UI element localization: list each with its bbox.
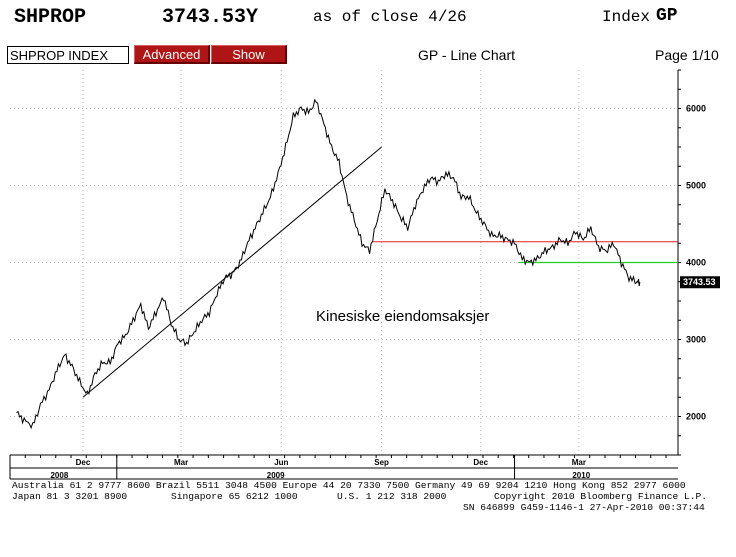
advanced-button[interactable]: Advanced [134, 45, 210, 64]
ticker-symbol: SHPROP [14, 6, 87, 29]
footer-serial: SN 646899 G459-1146-1 27-Apr-2010 00:37:… [463, 502, 705, 513]
page-indicator: Page 1/10 [655, 47, 719, 63]
footer-contact-us: U.S. 1 212 318 2000 [337, 491, 447, 502]
price-chart: 2000 3000 4000 5000 6000 Dec Mar Jun Sep Dec Mar 20… [9, 69, 720, 480]
last-value-label: 3743.53 [683, 277, 716, 287]
chart-lines [16, 98, 678, 430]
footer-contact-japan: Japan 81 3 3201 8900 [12, 491, 128, 502]
y-tick-label: 5000 [686, 181, 706, 191]
chart-type-title: GP - Line Chart [418, 47, 516, 63]
function-code: GP [656, 6, 678, 26]
as-of-date: as of close 4/26 [313, 8, 467, 26]
last-value-box [680, 276, 720, 289]
price-series-line [16, 98, 641, 430]
y-tick-label: 6000 [686, 104, 706, 114]
y-tick-label: 2000 [686, 412, 706, 422]
chart-annotation: Kinesiske eiendomsaksjer [316, 308, 489, 325]
footer-contacts-line1: Australia 61 2 9777 8600 Brazil 5511 304… [12, 480, 686, 491]
x-month-label: Sep [374, 458, 389, 467]
footer-copyright: Copyright 2010 Bloomberg Finance L.P. [494, 491, 708, 502]
x-month-label: Jun [274, 458, 288, 467]
x-year-label: 2009 [267, 471, 285, 480]
header: SHPROP 3743.53Y as of close 4/26 Index G… [0, 0, 736, 44]
y-tick-label: 3000 [686, 335, 706, 345]
footer: Australia 61 2 9777 8600 Brazil 5511 304… [12, 480, 732, 525]
x-month-label: Dec [473, 458, 488, 467]
index-label: Index [602, 8, 651, 26]
x-month-label: Dec [76, 458, 91, 467]
show-button[interactable]: Show [211, 45, 287, 64]
x-year-label: 2010 [572, 471, 590, 480]
last-price: 3743.53Y [162, 6, 259, 29]
x-month-label: Mar [174, 458, 188, 467]
y-tick-label: 4000 [686, 258, 706, 268]
chart-axes: 2000 3000 4000 5000 6000 Dec Mar Jun Sep Dec Mar 20… [9, 69, 720, 480]
x-year-label: 2008 [50, 471, 68, 480]
security-input[interactable]: SHPROP INDEX [7, 46, 129, 64]
footer-contact-singapore: Singapore 65 6212 1000 [171, 491, 298, 502]
x-month-label: Mar [572, 458, 586, 467]
